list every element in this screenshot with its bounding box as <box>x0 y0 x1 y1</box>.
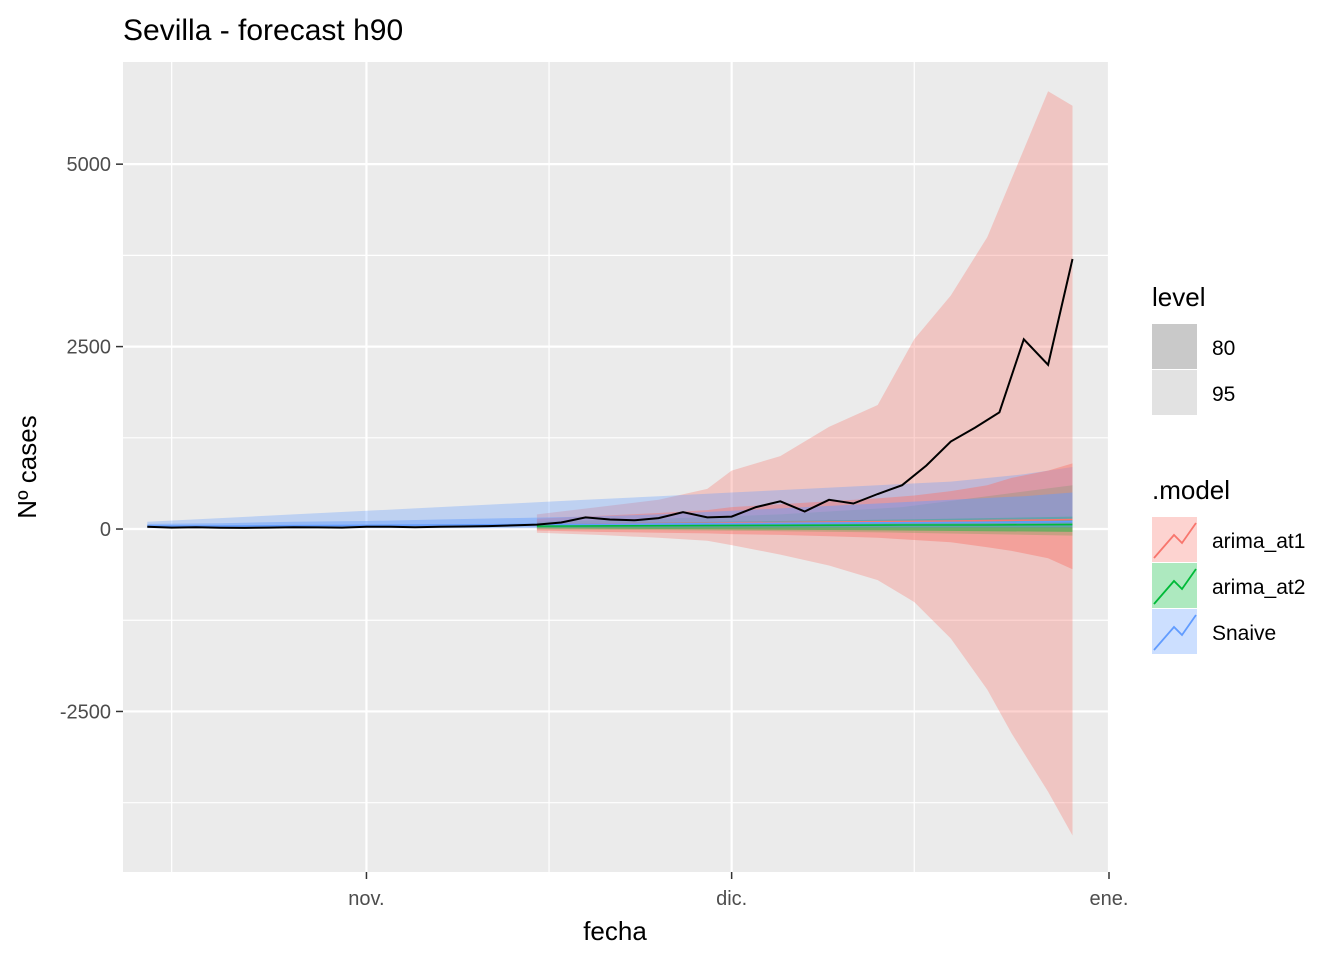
y-tick-label: 0 <box>100 519 111 541</box>
legend-level-key-95 <box>1152 370 1197 415</box>
grid-lines <box>123 62 1111 872</box>
legend-level-title: level <box>1152 282 1205 312</box>
y-axis-label: Nº cases <box>12 415 42 518</box>
mean-line-Snaive <box>147 520 1073 527</box>
mean-line-arima_at2 <box>536 523 1073 527</box>
band-95-arima_at1 <box>536 91 1073 836</box>
axis-ticks: 5000 2500 0 -2500 nov. dic. ene. <box>60 154 1129 910</box>
legend-model-line-arima_at2 <box>1153 568 1197 605</box>
legend-level-label: 95 <box>1212 383 1235 406</box>
legend-level: 80 95 <box>1152 324 1235 415</box>
legend-model-line-Snaive <box>1153 614 1197 651</box>
legend-model-label: arima_at2 <box>1212 576 1305 599</box>
legend-model-label: arima_at1 <box>1212 530 1305 553</box>
actual-line <box>147 258 1074 529</box>
plot-panel <box>123 62 1109 872</box>
legend-model-line-arima_at1 <box>1153 522 1197 559</box>
band-80-arima_at1 <box>536 463 1073 570</box>
legend-model-key-arima_at2 <box>1152 563 1197 608</box>
x-tick-label: ene. <box>1090 888 1129 910</box>
legend-model-key-arima_at1 <box>1152 517 1197 562</box>
band-80-Snaive <box>147 492 1073 528</box>
y-tick-label: 5000 <box>67 154 112 176</box>
legend-model: arima_at1 arima_at2 Snaive <box>1152 517 1305 654</box>
legend-model-key-Snaive <box>1152 609 1197 654</box>
series-lines <box>147 258 1074 529</box>
x-axis-label: fecha <box>583 916 647 946</box>
y-tick-label: 2500 <box>67 337 112 359</box>
legend-model-label: Snaive <box>1212 622 1276 645</box>
legend-level-key-80 <box>1152 324 1197 369</box>
chart-title: Sevilla - forecast h90 <box>123 14 403 47</box>
x-tick-label: dic. <box>716 888 747 910</box>
legend-level-label: 80 <box>1212 337 1235 360</box>
y-tick-label: -2500 <box>60 701 111 723</box>
legend-model-title: .model <box>1152 475 1230 505</box>
x-tick-label: nov. <box>348 888 384 910</box>
band-95-Snaive <box>147 467 1073 529</box>
